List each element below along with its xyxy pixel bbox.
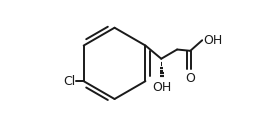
Text: Cl: Cl [63,75,75,88]
Text: OH: OH [152,81,172,93]
Text: OH: OH [203,34,222,47]
Text: O: O [185,72,195,85]
